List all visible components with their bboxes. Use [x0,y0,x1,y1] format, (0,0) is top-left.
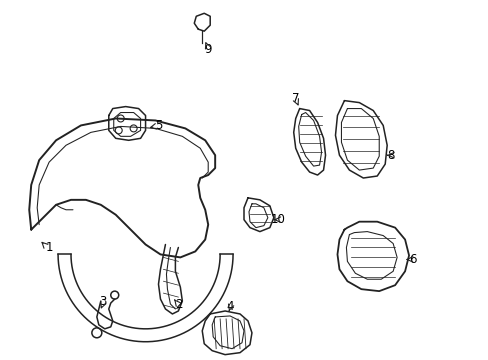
Text: 6: 6 [408,253,416,266]
Text: 8: 8 [386,149,394,162]
Text: 7: 7 [291,92,299,105]
Text: 3: 3 [99,294,106,307]
Text: 4: 4 [226,300,233,312]
Text: 2: 2 [174,297,182,311]
Text: 5: 5 [155,119,162,132]
Text: 10: 10 [270,213,285,226]
Text: 1: 1 [45,241,53,254]
Text: 9: 9 [204,42,211,55]
